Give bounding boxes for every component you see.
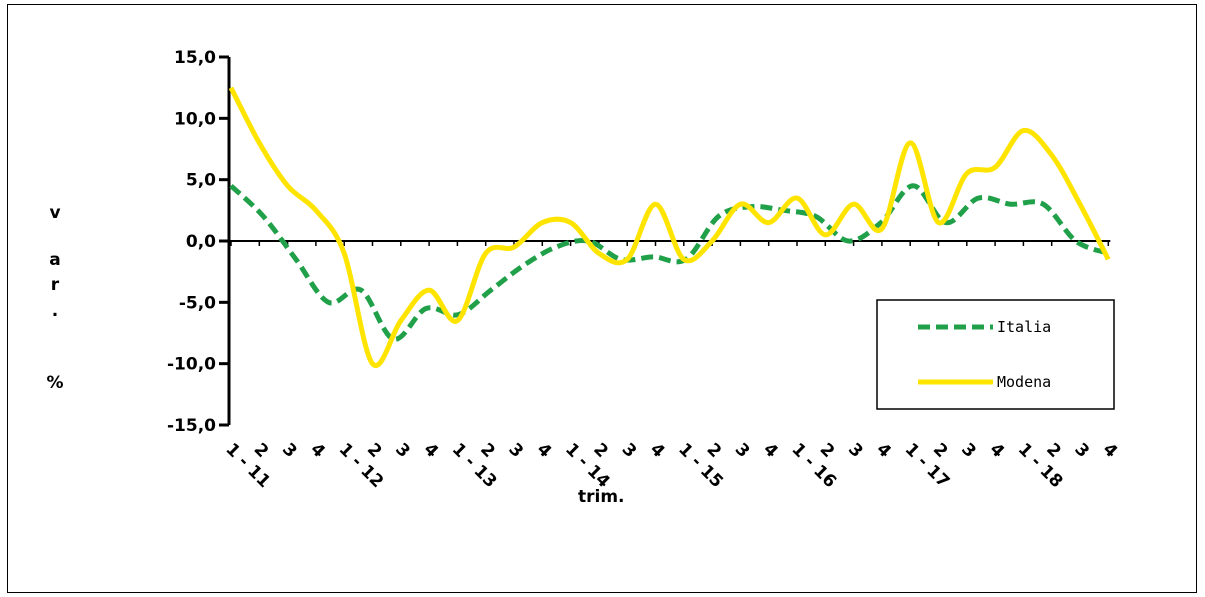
y-axis-title-char: v [49, 203, 60, 223]
series-line-italia [229, 183, 1110, 342]
x-tick-label: 4 [986, 439, 1009, 462]
x-tick-label: 3 [618, 439, 641, 462]
series-line-modena [228, 86, 1111, 369]
x-tick-label: 3 [504, 439, 527, 462]
x-tick-label: 4 [306, 439, 329, 462]
legend-label-italia: Italia [997, 318, 1051, 336]
y-axis-title-char: a [49, 250, 60, 270]
legend-box [876, 299, 1115, 410]
x-tick-label: 3 [391, 439, 414, 462]
y-tick-label: 0,0 [186, 232, 216, 252]
axes: 15,010,05,00,0-5,0-10,0-15,01 - 112 3 4 1 -… [167, 48, 1121, 492]
x-tick-label: 4 [872, 439, 895, 462]
y-axis-title-char: . [52, 301, 58, 321]
x-tick-label: 4 [1099, 439, 1122, 462]
x-tick-label: 4 [533, 439, 556, 462]
x-tick-label: 3 [278, 439, 301, 462]
x-tick-label: 4 [759, 439, 782, 462]
y-tick-label: -15,0 [167, 416, 216, 436]
x-tick-label: 3 [844, 439, 867, 462]
x-tick-label: 3 [1070, 439, 1093, 462]
legend-label-modena: Modena [997, 373, 1051, 391]
y-axis-title: v ar.% [46, 203, 63, 393]
x-tick-label: 3 [957, 439, 980, 462]
y-tick-label: 10,0 [174, 109, 216, 129]
y-tick-label: 5,0 [186, 171, 216, 191]
y-tick-label: 15,0 [174, 48, 216, 68]
x-tick-label: 4 [646, 439, 669, 462]
x-tick-label: 4 [420, 439, 443, 462]
y-axis-title-char: r [51, 275, 60, 295]
chart-frame [7, 4, 1197, 593]
series-layer [228, 86, 1111, 369]
x-axis-title: trim. [578, 487, 625, 507]
y-axis-title-char: % [46, 373, 63, 393]
y-tick-label: -5,0 [179, 293, 216, 313]
legend: Italia Modena [876, 299, 1115, 410]
x-tick-label: 3 [731, 439, 754, 462]
y-tick-label: -10,0 [167, 355, 216, 375]
